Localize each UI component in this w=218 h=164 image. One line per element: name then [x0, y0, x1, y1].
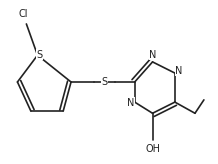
Text: S: S	[37, 50, 43, 60]
Text: N: N	[127, 98, 134, 108]
Text: OH: OH	[145, 144, 160, 154]
Text: N: N	[175, 66, 183, 76]
Text: Cl: Cl	[19, 10, 28, 20]
Text: S: S	[101, 77, 107, 87]
Text: N: N	[149, 50, 157, 60]
